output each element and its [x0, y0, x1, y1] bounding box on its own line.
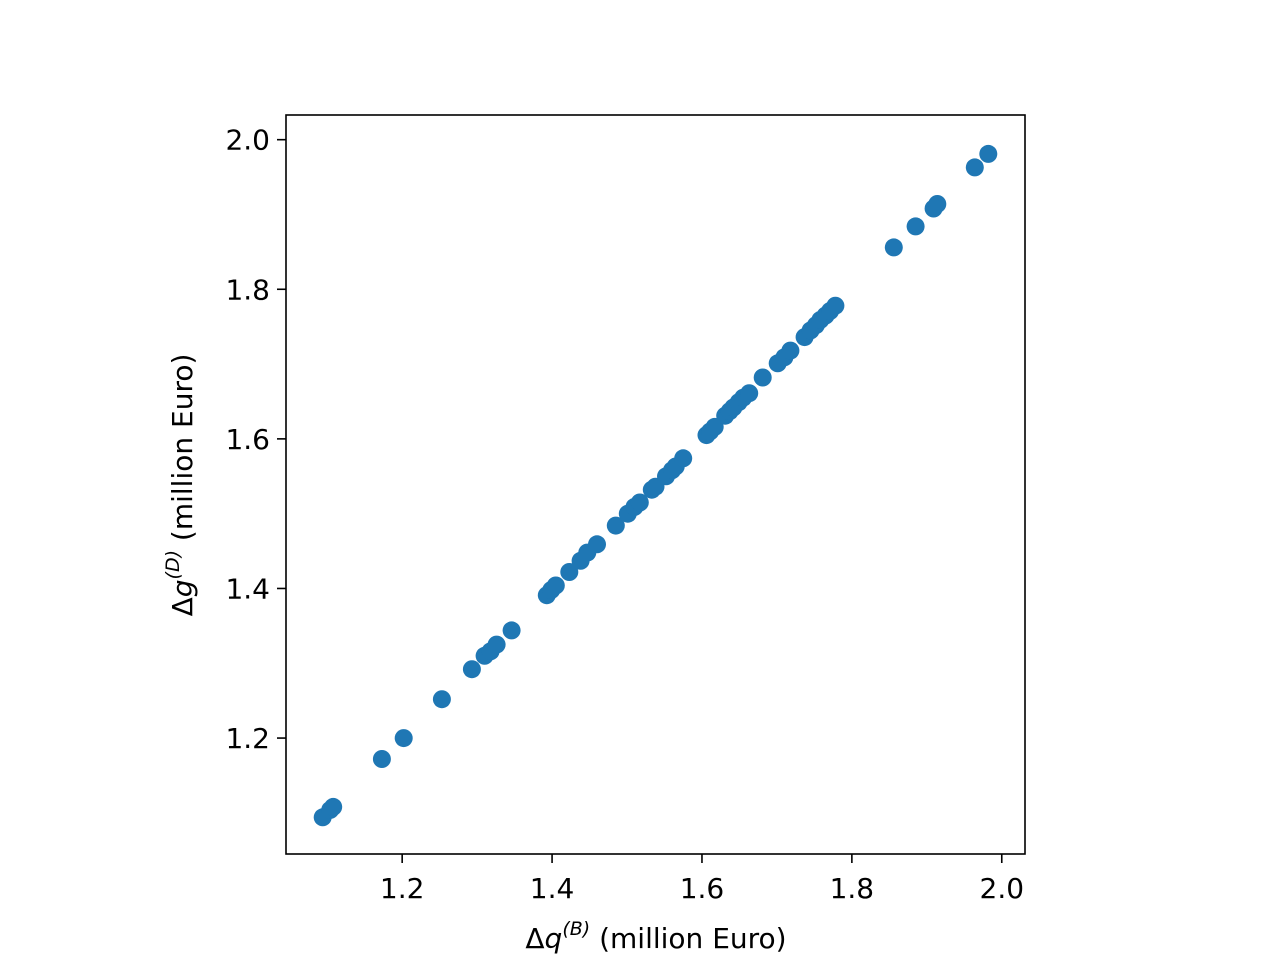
- x-tick-label: 1.4: [530, 872, 575, 905]
- data-point: [372, 750, 391, 768]
- axes-frame: [285, 114, 1026, 855]
- y-tick-label: 1.4: [225, 572, 270, 605]
- data-point: [674, 449, 693, 468]
- data-point: [487, 635, 506, 654]
- data-point: [884, 238, 903, 257]
- x-axis-label-var: q: [545, 922, 563, 955]
- data-point: [965, 158, 984, 177]
- y-axis-label: Δg(D) (million Euro): [162, 354, 199, 617]
- y-tick-label: 1.2: [225, 722, 270, 755]
- data-point: [324, 797, 343, 816]
- y-tick-label: 1.6: [225, 423, 270, 456]
- x-axis-label: Δq(B) (million Euro): [525, 918, 786, 955]
- data-point: [753, 368, 772, 387]
- data-point: [546, 576, 565, 595]
- y-tick-label: 2.0: [225, 124, 270, 157]
- data-point: [630, 493, 649, 512]
- x-axis-label-prefix: Δ: [525, 922, 544, 955]
- data-point: [928, 195, 947, 213]
- y-tick-label: 1.8: [225, 273, 270, 306]
- y-axis-label-sup: (D): [162, 550, 184, 579]
- data-point: [606, 516, 625, 535]
- data-point: [826, 296, 845, 315]
- data-point: [979, 144, 998, 163]
- data-point: [740, 384, 759, 403]
- data-point: [781, 341, 800, 360]
- x-tick-label: 2.0: [980, 872, 1025, 905]
- x-tick-label: 1.6: [680, 872, 725, 905]
- data-point: [432, 690, 451, 709]
- x-axis-label-suffix: (million Euro): [590, 922, 786, 955]
- y-axis-label-prefix: Δ: [166, 597, 199, 616]
- x-tick-label: 1.8: [830, 872, 875, 905]
- data-point: [560, 563, 579, 581]
- y-axis-label-suffix: (million Euro): [166, 354, 199, 550]
- data-point: [906, 217, 925, 236]
- data-point: [502, 621, 521, 640]
- x-axis-label-sup: (B): [562, 918, 590, 940]
- y-axis-label-var: g: [166, 579, 199, 597]
- x-tick-label: 1.2: [380, 872, 425, 905]
- data-point: [394, 729, 413, 748]
- data-points: [313, 144, 998, 827]
- y-axis-ticks: 1.2 1.4 1.6 1.8 2.0: [225, 124, 286, 755]
- data-point: [588, 535, 606, 554]
- data-point: [462, 660, 481, 679]
- x-axis-ticks: 1.2 1.4 1.6 1.8 2.0: [380, 854, 1024, 905]
